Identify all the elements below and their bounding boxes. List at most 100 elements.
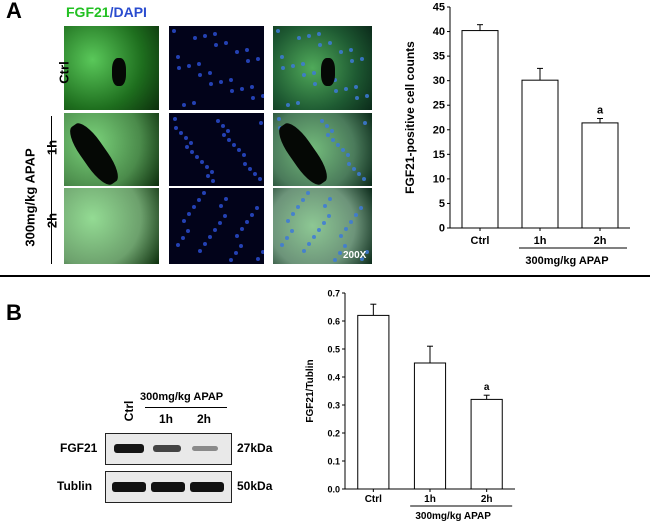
chart-b-bar-2h <box>470 398 503 490</box>
vessel-lumen <box>273 118 333 186</box>
chart-a-bar-ctrl <box>461 30 499 229</box>
blot-row-tublin: Tublin <box>57 479 93 493</box>
nucleus-dot <box>193 36 197 40</box>
nucleus-dot <box>327 214 331 218</box>
chart-a-y-tick-label: 10 <box>433 173 445 185</box>
nucleus-dot <box>192 101 196 105</box>
nucleus-dot <box>347 162 351 166</box>
micrograph-2h-dapi <box>169 188 264 264</box>
nucleus-dot <box>242 153 246 157</box>
nucleus-dot <box>173 117 177 121</box>
blot-lane-1h: 1h <box>159 412 174 426</box>
nucleus-dot <box>226 129 230 133</box>
fgf21-stain-label: FGF21 <box>66 4 110 20</box>
stain-legend: FGF21/DAPI <box>66 4 147 20</box>
nucleus-dot <box>352 167 356 171</box>
chart-b-group-label: 300mg/kg APAP <box>415 511 491 522</box>
nucleus-dot <box>259 121 263 125</box>
row-label-1h: 1h <box>44 139 60 156</box>
chart-b-y-tick-label: 0.5 <box>327 345 340 355</box>
micrograph-ctrl-merge <box>273 26 372 110</box>
stain-separator: / <box>109 4 114 20</box>
chart-b-y-tick-label: 0.3 <box>327 401 340 411</box>
nucleus-dot <box>323 204 327 208</box>
vessel-lumen <box>64 118 124 186</box>
chart-b-bar-ctrl <box>357 314 390 490</box>
nucleus-dot <box>333 78 337 82</box>
chart-a-y-tick-label: 45 <box>433 2 445 14</box>
chart-b-bar-1h <box>413 362 447 490</box>
nucleus-dot <box>227 138 231 142</box>
nucleus-dot <box>230 89 234 93</box>
nucleus-dot <box>200 160 204 164</box>
nucleus-dot <box>349 220 353 224</box>
row-label-2h: 2h <box>44 212 60 229</box>
nucleus-dot <box>250 85 254 89</box>
nucleus-dot <box>301 62 305 66</box>
row-label-bracket <box>51 116 52 264</box>
dapi-stain-label: DAPI <box>113 4 147 20</box>
nucleus-dot <box>362 177 366 181</box>
nucleus-dot <box>174 126 178 130</box>
nucleus-dot <box>240 87 244 91</box>
nucleus-dot <box>296 101 300 105</box>
micrograph-ctrl-dapi <box>169 26 264 110</box>
nucleus-dot <box>232 143 236 147</box>
micrograph-1h-merge <box>273 113 372 186</box>
nucleus-dot <box>192 205 196 209</box>
nucleus-dot <box>216 119 220 123</box>
nucleus-dot <box>318 43 322 47</box>
chart-a-bar-1h <box>521 79 559 229</box>
nucleus-dot <box>222 133 226 137</box>
panel-a-letter: A <box>6 0 22 23</box>
chart-a-y-tick-label: 25 <box>433 100 445 112</box>
nucleus-dot <box>224 41 228 45</box>
blot-lane-ctrl: Ctrl <box>122 400 136 422</box>
nucleus-dot <box>302 249 306 253</box>
nucleus-dot <box>221 124 225 128</box>
nucleus-dot <box>328 41 332 45</box>
nucleus-dot <box>296 205 300 209</box>
nucleus-dot <box>354 85 358 89</box>
chart-a-group-label: 300mg/kg APAP <box>525 255 608 267</box>
chart-a-y-tick-label: 5 <box>439 198 445 210</box>
nucleus-dot <box>179 131 183 135</box>
nucleus-dot <box>172 29 176 33</box>
nucleus-dot <box>245 48 249 52</box>
nucleus-dot <box>253 172 257 176</box>
blot-row-fgf21: FGF21 <box>60 441 98 455</box>
chart-a-y-tick-label: 15 <box>433 149 445 161</box>
chart-b-y-tick-label: 0.7 <box>327 289 340 299</box>
nucleus-dot <box>245 220 249 224</box>
nucleus-dot <box>338 251 342 255</box>
nucleus-dot <box>214 43 218 47</box>
nucleus-dot <box>277 117 281 121</box>
nucleus-dot <box>210 170 214 174</box>
nucleus-dot <box>213 228 217 232</box>
nucleus-dot <box>339 234 343 238</box>
nucleus-dot <box>208 235 212 239</box>
blot-band-tublin-1h <box>151 482 185 492</box>
nucleus-dot <box>197 62 201 66</box>
nucleus-dot <box>239 244 243 248</box>
nucleus-dot <box>339 50 343 54</box>
nucleus-dot <box>354 213 358 217</box>
nucleus-dot <box>258 177 262 181</box>
nucleus-dot <box>182 219 186 223</box>
chart-b-y-axis-label: FGF21/Tublin <box>305 359 316 422</box>
nucleus-dot <box>360 257 364 261</box>
micrograph-1h-fgf21 <box>64 113 159 186</box>
panel-divider <box>0 275 650 277</box>
nucleus-dot <box>291 212 295 216</box>
blot-band-tublin-2h <box>190 482 224 492</box>
chart-b-x-tick-label: Ctrl <box>365 494 382 505</box>
vessel-lumen <box>321 58 335 86</box>
nucleus-dot <box>189 141 193 145</box>
vessel-lumen <box>112 58 126 86</box>
nucleus-dot <box>363 121 367 125</box>
nucleus-dot <box>229 258 233 262</box>
micrograph-2h-merge <box>273 188 372 264</box>
panel-b-letter: B <box>6 300 22 325</box>
nucleus-dot <box>349 48 353 52</box>
magnification-label: 200X <box>343 250 367 261</box>
